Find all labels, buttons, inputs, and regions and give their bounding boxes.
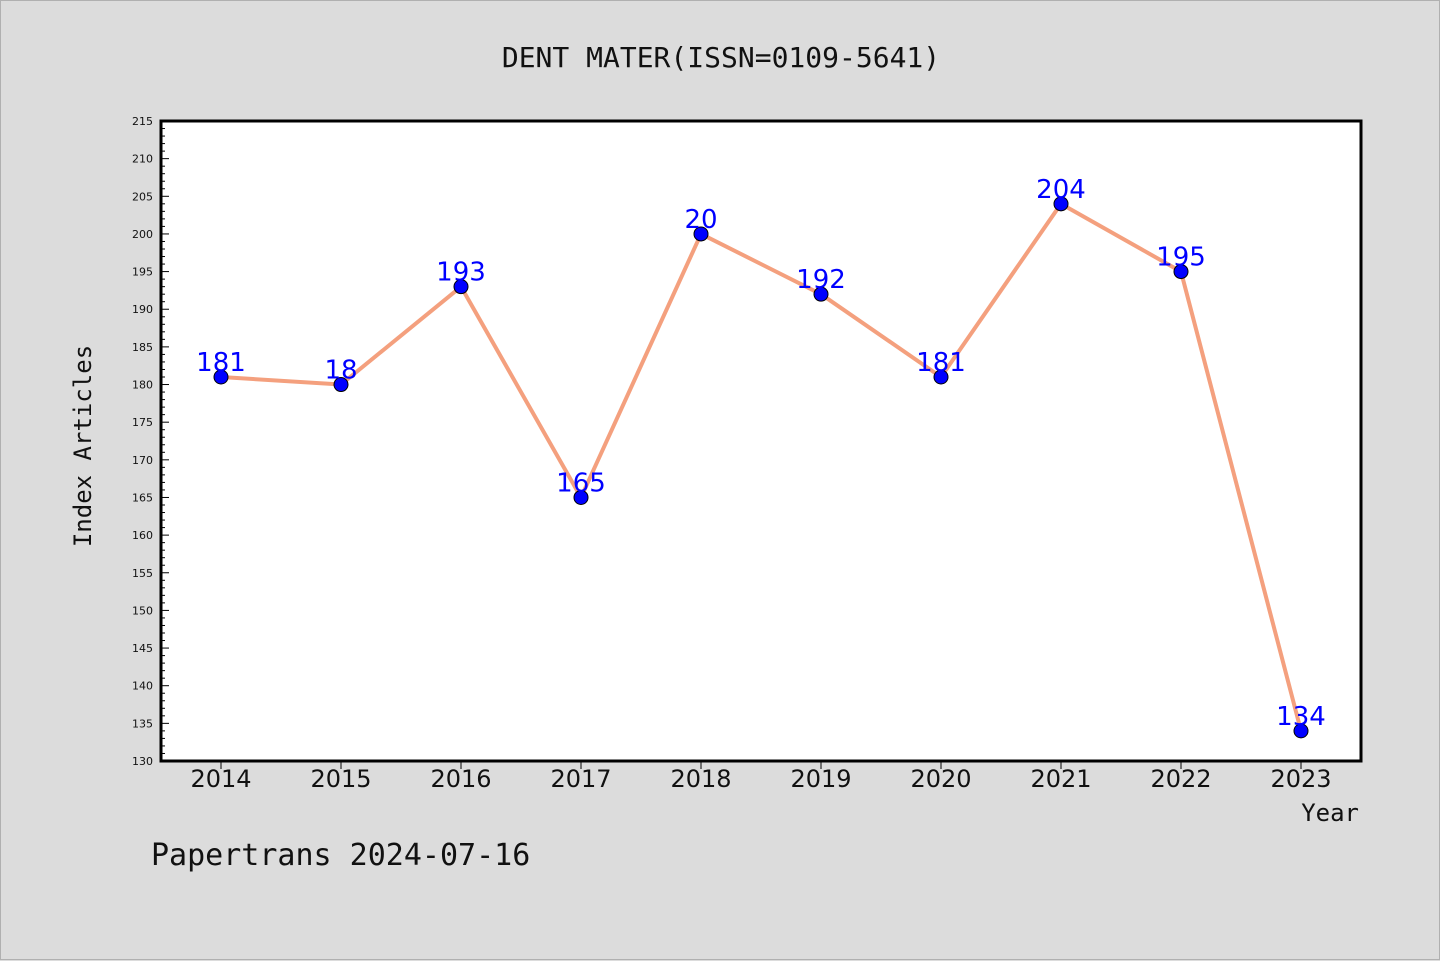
y-tick-label: 185 [132,341,153,354]
x-tick-label: 2020 [910,765,971,793]
x-tick-label: 2021 [1030,765,1091,793]
x-axis-label: Year [1301,799,1359,827]
x-tick-label: 2014 [190,765,251,793]
y-tick-label: 165 [132,491,153,504]
x-tick-label: 2015 [310,765,371,793]
data-point [1053,196,1069,212]
x-tick-label: 2023 [1270,765,1331,793]
y-axis: 130 135 140 145 150 155 160 165 170 175 180 185 190 1… [132,115,169,768]
x-tick-label: 2018 [670,765,731,793]
y-tick-label: 180 [132,379,153,392]
data-label: 181 [916,348,966,378]
chart-title: DENT MATER(ISSN=0109-5641) [502,41,940,74]
data-point [573,489,589,505]
y-axis-label: Index Articles [69,345,97,547]
data-label: 204 [1036,175,1086,205]
series-line [220,201,1303,732]
data-point [933,369,949,385]
data-point [813,286,829,302]
x-tick-label: 2022 [1150,765,1211,793]
x-axis: 2014 2015 2016 2017 2018 2019 2020 2021 2022 2023 [190,761,1332,793]
y-tick-label: 195 [132,266,153,279]
y-tick-label: 150 [132,604,153,617]
y-tick-label: 200 [132,228,153,241]
data-label: 134 [1276,702,1326,732]
y-tick-label: 210 [132,153,153,166]
y-tick-label: 215 [132,115,153,128]
data-label: 195 [1156,243,1206,273]
x-tick-label: 2019 [790,765,851,793]
y-tick-label: 140 [132,680,153,693]
data-label: 165 [556,468,606,498]
x-tick-label: 2016 [430,765,491,793]
plot-area [159,119,1363,763]
data-label: 18 [324,356,357,386]
data-point [1293,723,1309,739]
x-tick-label: 2017 [550,765,611,793]
y-tick-label: 160 [132,529,153,542]
series-group: 181 18 193 165 20 192 181 204 195 134 [196,175,1326,739]
data-point [1173,264,1189,280]
y-tick-label: 175 [132,416,153,429]
y-tick-label: 145 [132,642,153,655]
data-point [333,377,349,393]
y-tick-label: 170 [132,454,153,467]
y-tick-label: 135 [132,717,153,730]
data-label: 193 [436,258,486,288]
footer-text: Papertrans 2024-07-16 [151,838,530,873]
data-point [453,279,469,295]
data-point [213,369,229,385]
y-tick-label: 155 [132,567,153,580]
y-tick-label: 190 [132,303,153,316]
y-tick-label: 205 [132,190,153,203]
data-label: 192 [796,265,846,295]
y-tick-label: 130 [132,755,153,768]
data-point [693,226,709,242]
data-label: 20 [684,205,717,235]
data-label: 181 [196,348,246,378]
